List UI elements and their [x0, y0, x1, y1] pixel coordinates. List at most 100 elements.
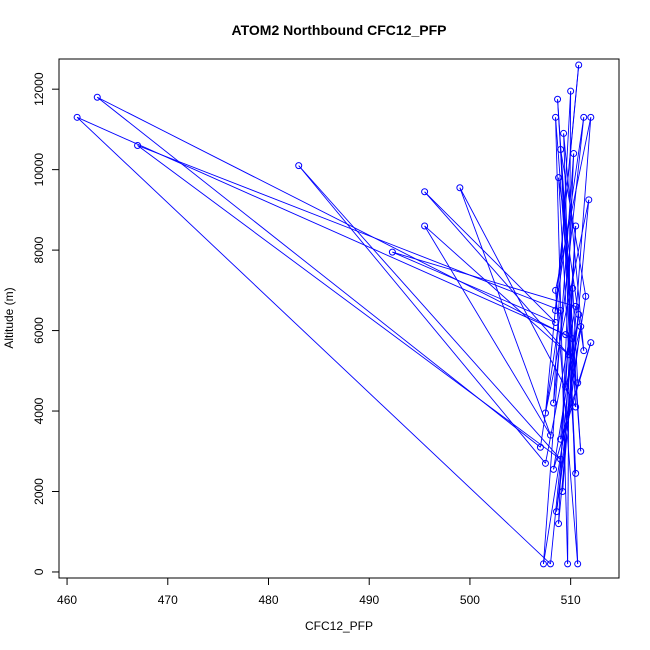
data-point [570, 150, 578, 158]
series-segment [424, 225, 569, 356]
y-axis: 0 2000 4000 6000 8000 10000 12000 [32, 72, 60, 575]
data-point [569, 335, 577, 343]
data-point [582, 292, 590, 300]
y-tick-label: 12000 [32, 72, 46, 106]
x-axis-label: CFC12_PFP [305, 619, 373, 633]
y-tick-label: 2000 [32, 478, 46, 505]
data-point [547, 560, 555, 568]
series-segment [555, 290, 579, 564]
y-axis-label: Altitude (m) [2, 287, 16, 348]
data-point [456, 184, 464, 192]
data-point [388, 248, 396, 256]
data-point [557, 435, 565, 443]
data-point [554, 95, 562, 103]
series-segment [97, 96, 573, 340]
series-segment [556, 314, 580, 512]
series-segment [558, 177, 585, 351]
data-point [562, 383, 570, 391]
data-point [553, 508, 561, 516]
y-tick-label: 8000 [32, 236, 46, 263]
data-point [585, 196, 593, 204]
series-segment [459, 187, 551, 436]
series-segment [553, 314, 580, 470]
data-point [541, 409, 549, 417]
series-segment [555, 117, 569, 564]
data-point [574, 379, 582, 387]
series-lines [76, 64, 592, 565]
data-point [577, 447, 585, 455]
chart-title: ATOM2 Northbound CFC12_PFP [232, 22, 447, 38]
series-segment [298, 165, 561, 460]
y-tick-label: 6000 [32, 317, 46, 344]
data-point [580, 347, 588, 355]
data-point [572, 302, 580, 310]
data-point [421, 222, 429, 230]
y-tick-label: 10000 [32, 153, 46, 187]
data-point [565, 351, 573, 359]
x-tick-label: 480 [258, 593, 278, 607]
data-point [572, 222, 580, 230]
data-point [572, 469, 580, 477]
series-segment [563, 133, 585, 351]
data-point [539, 560, 547, 568]
series-segment [392, 251, 556, 323]
data-point [421, 188, 429, 196]
x-tick-label: 470 [158, 593, 178, 607]
data-point [557, 306, 565, 314]
data-point [557, 146, 565, 154]
data-point [555, 520, 563, 528]
data-point [587, 113, 595, 121]
y-tick-label: 4000 [32, 397, 46, 424]
data-point [557, 455, 565, 463]
series-points [73, 61, 595, 568]
series-segment [76, 117, 551, 565]
series-segment [459, 187, 577, 408]
series-segment [424, 191, 569, 356]
data-point [575, 61, 583, 69]
x-tick-label: 510 [561, 593, 581, 607]
data-point [552, 113, 560, 121]
series-segment [560, 342, 592, 440]
data-point [552, 286, 560, 294]
series-segment [563, 133, 579, 564]
data-point [134, 142, 142, 149]
series-segment [553, 91, 572, 404]
data-point [577, 323, 585, 331]
series-segment [298, 165, 546, 464]
series-segment [424, 191, 556, 323]
data-point [547, 431, 555, 439]
data-point [564, 560, 572, 568]
data-point [73, 113, 81, 121]
x-axis: 460 470 480 490 500 510 [57, 577, 581, 607]
data-point [541, 459, 549, 467]
data-point [575, 310, 583, 318]
data-point [574, 560, 582, 568]
x-tick-label: 460 [57, 593, 77, 607]
x-tick-label: 490 [359, 593, 379, 607]
data-point [295, 162, 303, 170]
series-segment [555, 117, 592, 291]
data-point [580, 113, 588, 121]
data-point [587, 339, 595, 347]
data-point [552, 306, 560, 314]
data-point [93, 93, 101, 101]
series-segment [543, 153, 575, 564]
data-point [559, 488, 567, 495]
series-segment [137, 145, 561, 460]
series-segment [424, 225, 551, 436]
data-point [552, 319, 560, 327]
data-point [536, 443, 544, 451]
y-tick-label: 0 [32, 568, 46, 575]
series-segment [560, 288, 574, 440]
data-point [569, 284, 577, 292]
data-point [550, 465, 558, 473]
data-point [567, 87, 575, 95]
data-point [560, 129, 568, 137]
data-point [550, 399, 558, 407]
data-point [555, 174, 563, 182]
x-tick-label: 500 [460, 593, 480, 607]
series-segment [96, 96, 541, 448]
series-segment [137, 145, 561, 311]
